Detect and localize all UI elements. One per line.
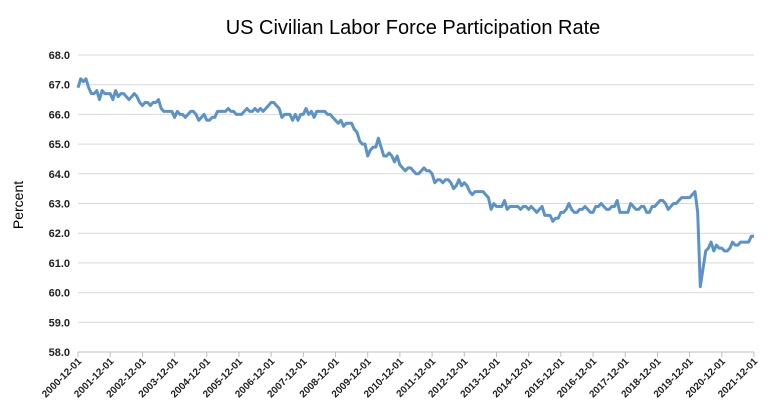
y-axis-label: Percent (10, 181, 26, 229)
y-tick-label: 63.0 (49, 199, 70, 211)
y-tick-label: 68.0 (49, 50, 70, 62)
y-tick-label: 66.0 (49, 109, 70, 121)
y-tick-label: 61.0 (49, 258, 70, 270)
y-tick-label: 64.0 (49, 169, 70, 181)
y-tick-label: 67.0 (49, 80, 70, 92)
chart-title: US Civilian Labor Force Participation Ra… (226, 17, 601, 39)
y-tick-label: 60.0 (49, 288, 70, 300)
series-line (76, 77, 754, 289)
y-tick-label: 59.0 (49, 317, 70, 329)
y-tick-label: 58.0 (49, 347, 70, 359)
y-tick-label: 65.0 (49, 139, 70, 151)
y-tick-label: 62.0 (49, 228, 70, 240)
